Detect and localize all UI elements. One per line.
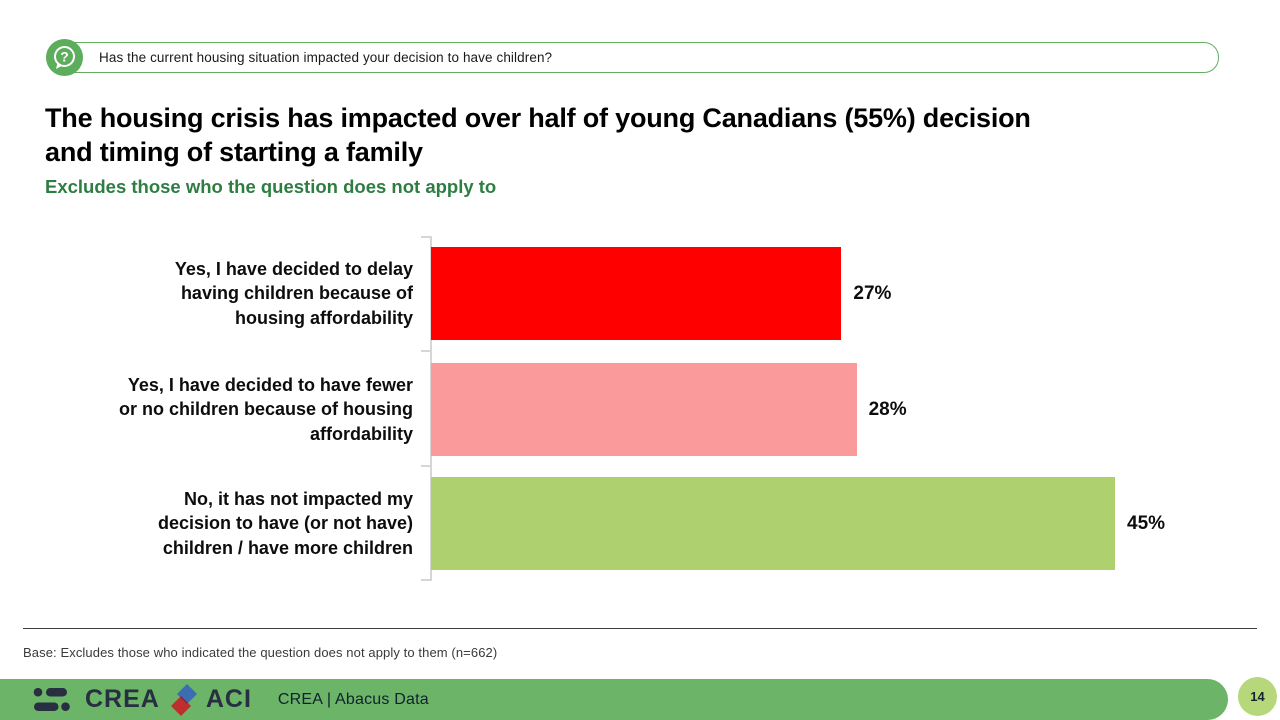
axis-tick — [421, 579, 430, 581]
question-banner: Has the current housing situation impact… — [48, 42, 1219, 73]
footer-bar: CREA ACI CREA | Abacus Data — [0, 679, 1228, 720]
chart-row: Yes, I have decided to have fewer or no … — [0, 363, 1280, 456]
category-label: Yes, I have decided to delay having chil… — [174, 258, 413, 328]
chart-row: Yes, I have decided to delay having chil… — [0, 247, 1280, 340]
chart-row: No, it has not impacted my decision to h… — [0, 477, 1280, 570]
bar — [431, 363, 857, 456]
bar — [431, 477, 1115, 570]
bar-value-label: 45% — [1127, 512, 1166, 534]
brand-crea-label: CREA — [85, 685, 160, 713]
category-label: No, it has not impacted my decision to h… — [157, 488, 413, 558]
axis-tick — [421, 350, 430, 352]
title-line-1: The housing crisis has impacted over hal… — [45, 103, 1031, 133]
bar-chart: Yes, I have decided to delay having chil… — [0, 236, 1280, 581]
bar-value-label: 27% — [853, 282, 892, 304]
page-number-badge: 14 — [1238, 677, 1277, 716]
title-line-2: and timing of starting a family — [45, 137, 423, 167]
footer-divider — [23, 628, 1257, 629]
base-footnote: Base: Excludes those who indicated the q… — [23, 645, 498, 660]
bar-value-label: 28% — [868, 398, 907, 420]
crea-diamond-icon — [170, 683, 197, 716]
bar — [431, 247, 842, 340]
axis-tick — [421, 465, 430, 467]
crea-logo-icon — [33, 687, 70, 711]
page-title: The housing crisis has impacted over hal… — [45, 101, 1031, 169]
source-label: CREA | Abacus Data — [277, 690, 429, 708]
brand-aci-label: ACI — [205, 685, 252, 713]
question-bubble-icon: ? — [46, 39, 83, 76]
axis-tick — [421, 236, 430, 238]
category-label: Yes, I have decided to have fewer or no … — [118, 374, 413, 444]
category-axis-line — [430, 236, 432, 581]
svg-text:?: ? — [60, 49, 69, 65]
question-text: Has the current housing situation impact… — [99, 50, 553, 65]
page-subtitle: Excludes those who the question does not… — [45, 176, 497, 197]
